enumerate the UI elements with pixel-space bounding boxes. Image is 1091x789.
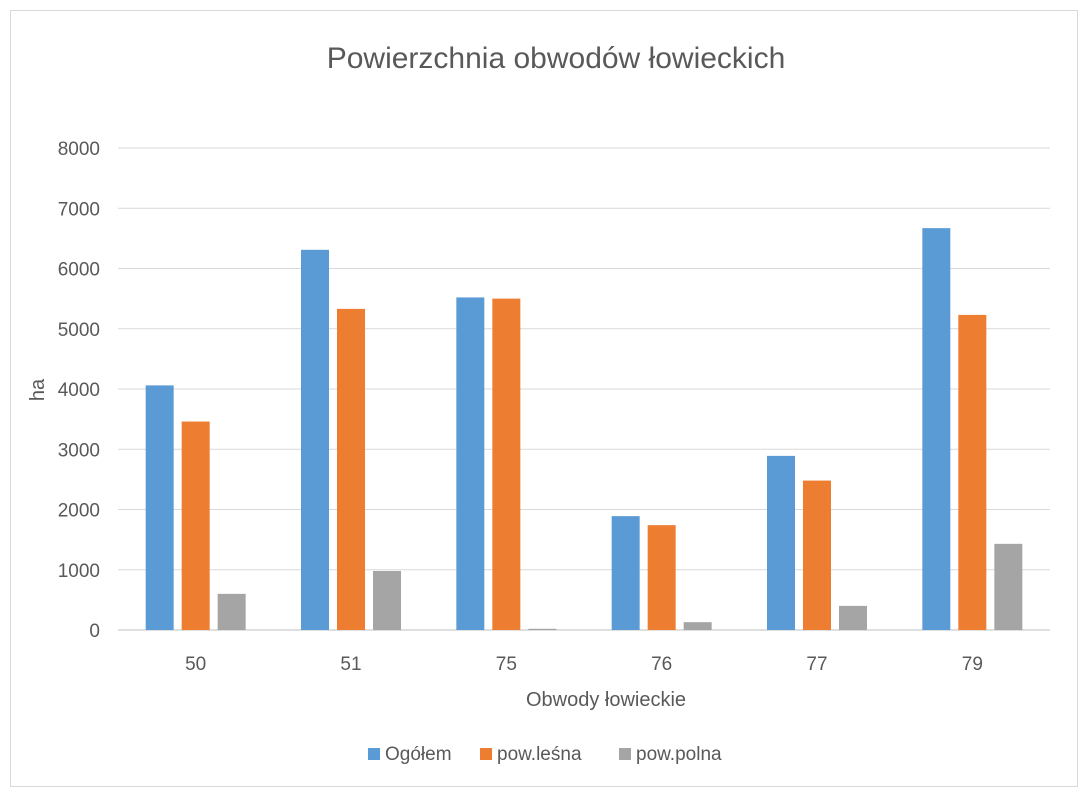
legend-label: pow.polna [636, 744, 722, 765]
y-tick-label: 5000 [58, 320, 100, 341]
legend-label: pow.leśna [497, 744, 582, 765]
x-axis-title: Obwody łowieckie [526, 689, 686, 711]
legend-label: Ogółem [385, 744, 452, 765]
y-tick-label: 2000 [58, 501, 100, 522]
y-tick-label: 4000 [58, 380, 100, 401]
bar-76-1 [647, 525, 676, 630]
bar-76-2 [683, 622, 712, 630]
gridlines [118, 147, 1050, 631]
bar-50-1 [181, 421, 210, 630]
chart-title: Powierzchnia obwodów łowieckich [327, 42, 786, 75]
legend-swatch [619, 748, 631, 760]
legend: Ogółem pow.leśna pow.polna [368, 744, 722, 765]
bar-77-1 [803, 480, 831, 630]
bar-77-0 [767, 455, 795, 630]
bar-79-2 [994, 543, 1023, 630]
x-tick-label: 77 [806, 654, 827, 675]
bar-51-2 [373, 570, 401, 630]
y-tick-label: 8000 [58, 139, 100, 160]
bar-75-2 [528, 628, 557, 630]
x-tick-label: 75 [496, 654, 517, 675]
y-tick-label: 1000 [58, 561, 100, 582]
bar-51-1 [337, 308, 365, 630]
bar-50-2 [217, 593, 246, 630]
y-tick-label: 6000 [58, 260, 100, 281]
x-axis-ticks: 50 51 75 76 77 79 [185, 654, 983, 675]
bar-50-0 [145, 385, 174, 630]
bar-79-0 [922, 228, 951, 630]
bar-79-1 [958, 314, 987, 630]
legend-swatch [368, 748, 380, 760]
x-tick-label: 51 [340, 654, 361, 675]
y-tick-label: 3000 [58, 440, 100, 461]
chart-frame [10, 10, 1078, 787]
y-axis-ticks: 0 1000 2000 3000 4000 5000 6000 7000 8000 [58, 139, 100, 642]
x-tick-label: 50 [185, 654, 206, 675]
bar-51-0 [301, 249, 329, 630]
bar-75-0 [456, 297, 485, 630]
bar-75-1 [492, 298, 521, 630]
x-tick-label: 79 [962, 654, 983, 675]
legend-swatch [480, 748, 492, 760]
y-axis-title: ha [27, 378, 49, 401]
x-tick-label: 76 [651, 654, 672, 675]
bars [145, 228, 1023, 630]
bar-77-2 [839, 605, 867, 630]
y-tick-label: 0 [89, 621, 100, 642]
bar-76-0 [611, 516, 640, 630]
y-tick-label: 7000 [58, 199, 100, 220]
